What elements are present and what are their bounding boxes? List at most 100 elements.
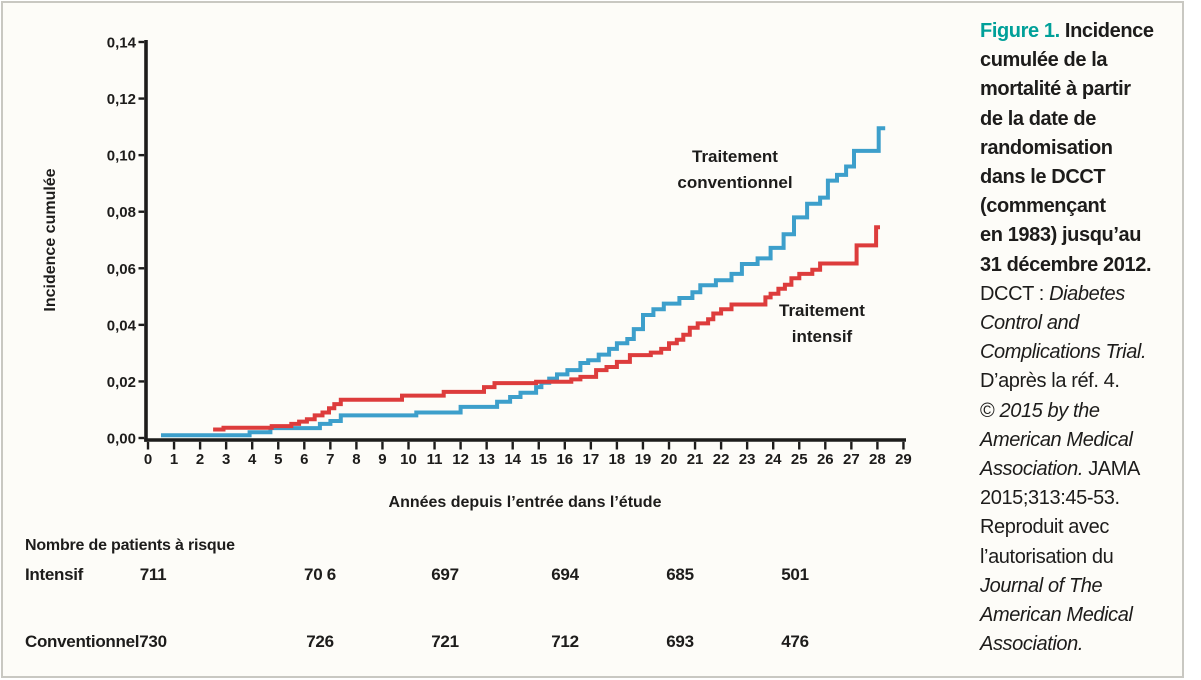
risk-value: 694 [551,565,579,584]
caption-line: Reproduit avec [980,513,1182,542]
y-tick-label: 0,12 [107,91,136,108]
caption-text: Reproduit avec [980,516,1109,539]
x-tick-label: 15 [530,451,547,468]
series-label-conventionnel: conventionnel [677,173,792,192]
caption-text: 2015 by the [999,399,1101,422]
risk-value: 70 6 [304,565,336,584]
x-tick-label: 19 [635,451,652,468]
caption-line: Journal of The [980,572,1182,601]
x-tick-label: 14 [504,451,521,468]
caption-text: Complications Trial. [980,341,1147,364]
caption-line: l’autorisation du [980,543,1182,572]
x-tick-label: 16 [556,451,573,468]
caption-text: mortalité à partir [980,78,1131,101]
x-tick-label: 26 [817,451,834,468]
y-tick-label: 0,14 [107,35,137,52]
caption-text: 31 décembre 2012. [980,253,1152,276]
y-tick-label: 0,00 [107,431,136,448]
figure-caption: Figure 1. Incidence cumulée de la mortalit… [980,17,1182,659]
risk-row-label: Conventionnel [25,632,140,651]
risk-value: 501 [781,565,809,584]
risk-value: 693 [666,632,694,651]
risk-value: 730 [139,632,167,651]
x-tick-label: 13 [478,451,495,468]
risk-value: 721 [431,632,459,651]
caption-text: JAMA [1083,458,1140,481]
caption-text: D’après la réf. 4. [980,370,1120,393]
caption-line: DCCT : Diabetes [980,280,1182,309]
caption-line: Complications Trial. [980,338,1182,367]
caption-text: Control and [980,312,1079,335]
x-tick-label: 3 [222,451,230,468]
y-tick-label: 0,02 [107,374,136,391]
x-tick-label: 9 [378,451,386,468]
risk-value: 685 [666,565,694,584]
caption-text: American Medical [980,428,1133,451]
x-tick-label: 23 [739,451,756,468]
risk-row-intensif: Intensif 711 70 6 697 694 685 501 [0,565,960,587]
caption-line: Association. [980,630,1182,659]
caption-text: dans le DCCT [980,166,1106,189]
caption-text: American Medical [980,604,1133,627]
y-tick-label: 0,06 [107,261,136,278]
caption-text: Association. [980,633,1084,656]
caption-text: Journal of The [980,574,1103,597]
x-tick-label: 18 [609,451,626,468]
risk-value: 726 [306,632,334,651]
x-tick-label: 4 [248,451,257,468]
x-tick-label: 5 [274,451,282,468]
risk-row-conventionnel: Conventionnel 730 726 721 712 693 476 [0,632,960,654]
caption-line: (commençant [980,192,1182,221]
x-tick-label: 6 [300,451,308,468]
caption-text: randomisation [980,136,1113,159]
caption-text: DCCT : [980,282,1050,305]
risk-value: 476 [781,632,809,651]
x-tick-label: 24 [765,451,782,468]
x-tick-label: 22 [713,451,730,468]
x-tick-label: 12 [452,451,469,468]
caption-line: randomisation [980,134,1182,163]
caption-line: American Medical [980,601,1182,630]
series-label-intensif: intensif [792,327,853,346]
y-axis-title: Incidence cumulée [42,168,59,311]
x-tick-label: 25 [791,451,808,468]
y-tick-label: 0,10 [107,148,136,165]
x-tick-label: 2 [196,451,204,468]
caption-line: Figure 1. Incidence [980,17,1182,46]
x-tick-label: 17 [583,451,600,468]
caption-text: © [980,399,1000,422]
x-tick-label: 10 [400,451,417,468]
caption-text: cumulée de la [980,49,1108,72]
caption-text: l’autorisation du [980,545,1114,568]
caption-line: American Medical [980,426,1182,455]
caption-line: 31 décembre 2012. [980,251,1182,280]
y-tick-label: 0,08 [107,204,136,221]
x-tick-label: 7 [326,451,334,468]
x-tick-label: 28 [869,451,886,468]
caption-line: cumulée de la [980,46,1182,75]
risk-row-label: Intensif [25,565,84,584]
caption-text: Association. [980,458,1084,481]
caption-line: dans le DCCT [980,163,1182,192]
series-path-conventionnel [161,126,886,438]
series-path-intensif [213,225,880,432]
x-tick-label: 1 [170,451,178,468]
caption-line: de la date de [980,105,1182,134]
caption-text: Incidence [1064,20,1154,42]
x-tick-label: 11 [427,451,443,468]
series-label-intensif: Traitement [779,301,865,320]
risk-value: 697 [431,565,459,584]
incidence-chart: 0 1 2 3 4 5 6 7 8 9 10 11 12 13 14 15 16 17 18 19 20 21 22 23 24… [42,35,912,512]
caption-line: en 1983) jusqu’au [980,221,1182,250]
caption-line: 2015;313:45-53. [980,484,1182,513]
x-tick-label: 21 [687,451,704,468]
caption-line: mortalité à partir [980,75,1182,104]
x-tick-label: 8 [352,451,360,468]
y-tick-label: 0,04 [107,317,137,334]
caption-line: Association. JAMA [980,455,1182,484]
risk-value: 712 [551,632,579,651]
x-tick-label: 27 [843,451,860,468]
caption-text: 2015;313:45-53. [980,487,1120,510]
caption-line: Control and [980,309,1182,338]
